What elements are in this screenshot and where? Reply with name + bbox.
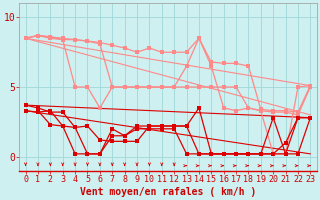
X-axis label: Vent moyen/en rafales ( km/h ): Vent moyen/en rafales ( km/h )	[80, 187, 256, 197]
